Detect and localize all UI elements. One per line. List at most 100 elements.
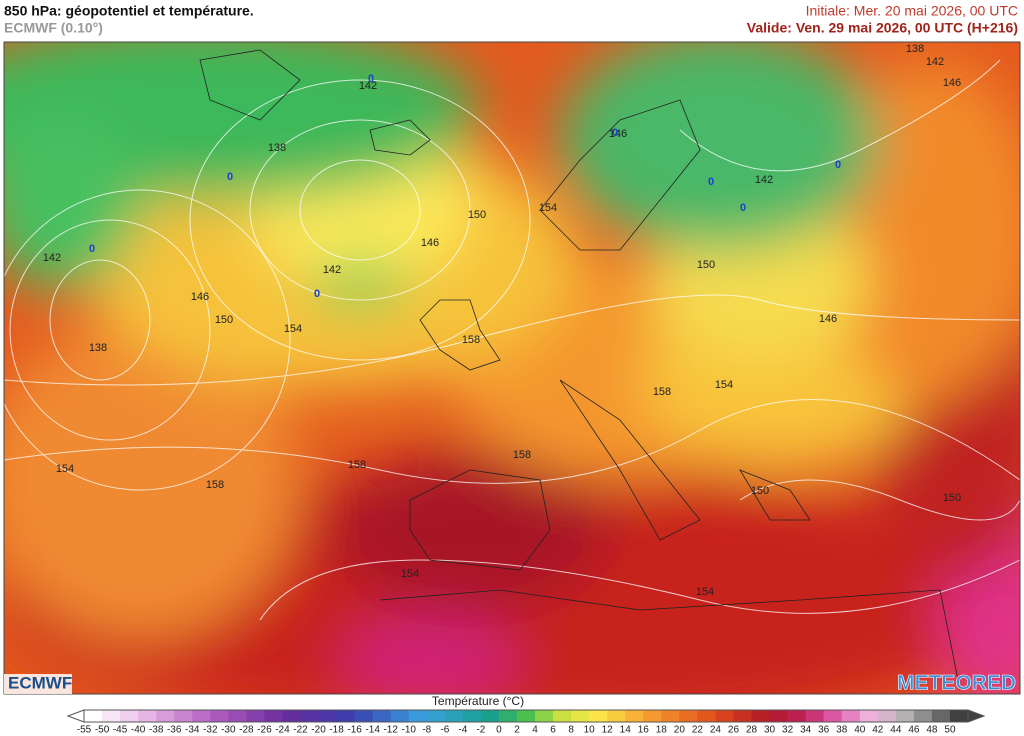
- map-frame: [3, 41, 1021, 695]
- colorbar-cell: [354, 710, 374, 722]
- contour-label: 146: [191, 291, 209, 303]
- colorbar-cell: [931, 710, 951, 722]
- colorbar-cell: [859, 710, 879, 722]
- contour-label: 146: [943, 77, 961, 89]
- colorbar-tick-label: 44: [890, 725, 902, 736]
- colorbar-tick-label: -26: [257, 725, 272, 736]
- colorbar-cell: [679, 710, 698, 722]
- colorbar-tick-label: 30: [764, 725, 776, 736]
- valid-time: Valide: Ven. 29 mai 2026, 00 UTC (H+216): [747, 20, 1018, 36]
- colorbar-cell: [390, 710, 410, 722]
- colorbar-tick-label: -10: [402, 725, 417, 736]
- zero-isotherm-label: 0: [227, 171, 233, 183]
- colorbar-cell: [643, 710, 662, 722]
- colorbar-cell: [372, 710, 392, 722]
- colorbar-cell: [246, 710, 265, 722]
- colorbar-cell: [589, 710, 608, 722]
- colorbar-cell: [949, 710, 969, 722]
- contour-label: 146: [819, 313, 837, 325]
- colorbar-frame: [83, 709, 969, 723]
- ecmwf-logo: ECMWF: [8, 673, 72, 692]
- colorbar-cell: [228, 710, 247, 722]
- colorbar-tick-label: 0: [496, 725, 502, 736]
- model: ECMWF (0.10°): [4, 20, 103, 36]
- contour-label: 150: [468, 209, 486, 221]
- colorbar-cell: [787, 710, 807, 722]
- colorbar-cell: [192, 710, 211, 722]
- colorbar-tick-label: 32: [782, 725, 794, 736]
- initial-time: Initiale: Mer. 20 mai 2026, 00 UTC: [806, 3, 1018, 19]
- colorbar-cell: [805, 710, 825, 722]
- colorbar-tick-label: 2: [514, 725, 520, 736]
- contour-label: 150: [215, 314, 233, 326]
- colorbar-cell: [480, 710, 500, 722]
- colorbar-cell: [408, 710, 428, 722]
- colorbar-cell: [120, 710, 139, 722]
- colorbar-cell: [84, 710, 103, 722]
- colorbar-cell: [715, 710, 734, 722]
- colorbar-tick-label: 42: [872, 725, 884, 736]
- contour-label: 154: [56, 463, 74, 475]
- colorbar-tick-label: -22: [293, 725, 308, 736]
- contour-label: 138: [268, 142, 286, 154]
- contour-label: 138: [906, 43, 924, 55]
- colorbar-tick-label: 8: [568, 725, 574, 736]
- contour-label: 142: [323, 264, 341, 276]
- colorbar-cell: [607, 710, 626, 722]
- colorbar-cell: [282, 710, 301, 722]
- colorbar-tick-label: 46: [908, 725, 920, 736]
- colorbar-tick-label: -18: [329, 725, 344, 736]
- colorbar-cell: [138, 710, 157, 722]
- colorbar-tick-label: -12: [383, 725, 398, 736]
- meteored-logo: METEORED: [897, 672, 1016, 695]
- map: [4, 42, 1020, 694]
- contour-label: 150: [697, 259, 715, 271]
- contour-label: 154: [715, 379, 733, 391]
- colorbar-tick-label: 10: [584, 725, 596, 736]
- colorbar-tick-label: 18: [656, 725, 668, 736]
- colorbar-tick-label: -28: [239, 725, 254, 736]
- colorbar-cell: [210, 710, 229, 722]
- colorbar-cell: [697, 710, 716, 722]
- colorbar-cell: [823, 710, 843, 722]
- zero-isotherm-label: 0: [740, 202, 746, 214]
- contour-label: 154: [539, 202, 557, 214]
- contour-label: 158: [206, 479, 224, 491]
- colorbar-cell: [156, 710, 175, 722]
- colorbar-cell: [913, 710, 933, 722]
- contour-label: 138: [89, 342, 107, 354]
- contour-label: 158: [348, 459, 366, 471]
- colorbar-tick-label: -36: [167, 725, 182, 736]
- contour-label: 142: [359, 80, 377, 92]
- contour-label: 158: [653, 386, 671, 398]
- colorbar-tick-label: -2: [476, 725, 485, 736]
- zero-isotherm-label: 0: [612, 127, 618, 139]
- colorbar-cell: [553, 710, 572, 722]
- colorbar-cell: [895, 710, 915, 722]
- colorbar-cell: [751, 710, 771, 722]
- contour-label: 146: [609, 128, 627, 140]
- colorbar-tick-label: 4: [532, 725, 538, 736]
- colorbar-tick-label: -40: [131, 725, 146, 736]
- colorbar-tick-label: -8: [422, 725, 431, 736]
- zero-isotherm-label: 0: [89, 243, 95, 255]
- contour-label: 142: [755, 174, 773, 186]
- contour-label: 154: [401, 568, 419, 580]
- colorbar-title: Température (°C): [432, 694, 524, 708]
- colorbar-tick-label: -14: [365, 725, 380, 736]
- contour-label: 142: [926, 56, 944, 68]
- colorbar-tick-label: 20: [674, 725, 686, 736]
- colorbar-cell: [498, 710, 518, 722]
- colorbar-cell: [444, 710, 464, 722]
- colorbar-tick-label: -20: [311, 725, 326, 736]
- zero-isotherm-label: 0: [368, 73, 374, 85]
- colorbar-tick-label: 14: [620, 725, 632, 736]
- colorbar-cell: [264, 710, 283, 722]
- coastlines: [199, 49, 961, 691]
- colorbar-cell: [841, 710, 861, 722]
- colorbar-tick-label: -38: [149, 725, 164, 736]
- colorbar-arrow-left: [66, 709, 85, 723]
- contour-label: 158: [513, 449, 531, 461]
- zero-isotherm-label: 0: [314, 288, 320, 300]
